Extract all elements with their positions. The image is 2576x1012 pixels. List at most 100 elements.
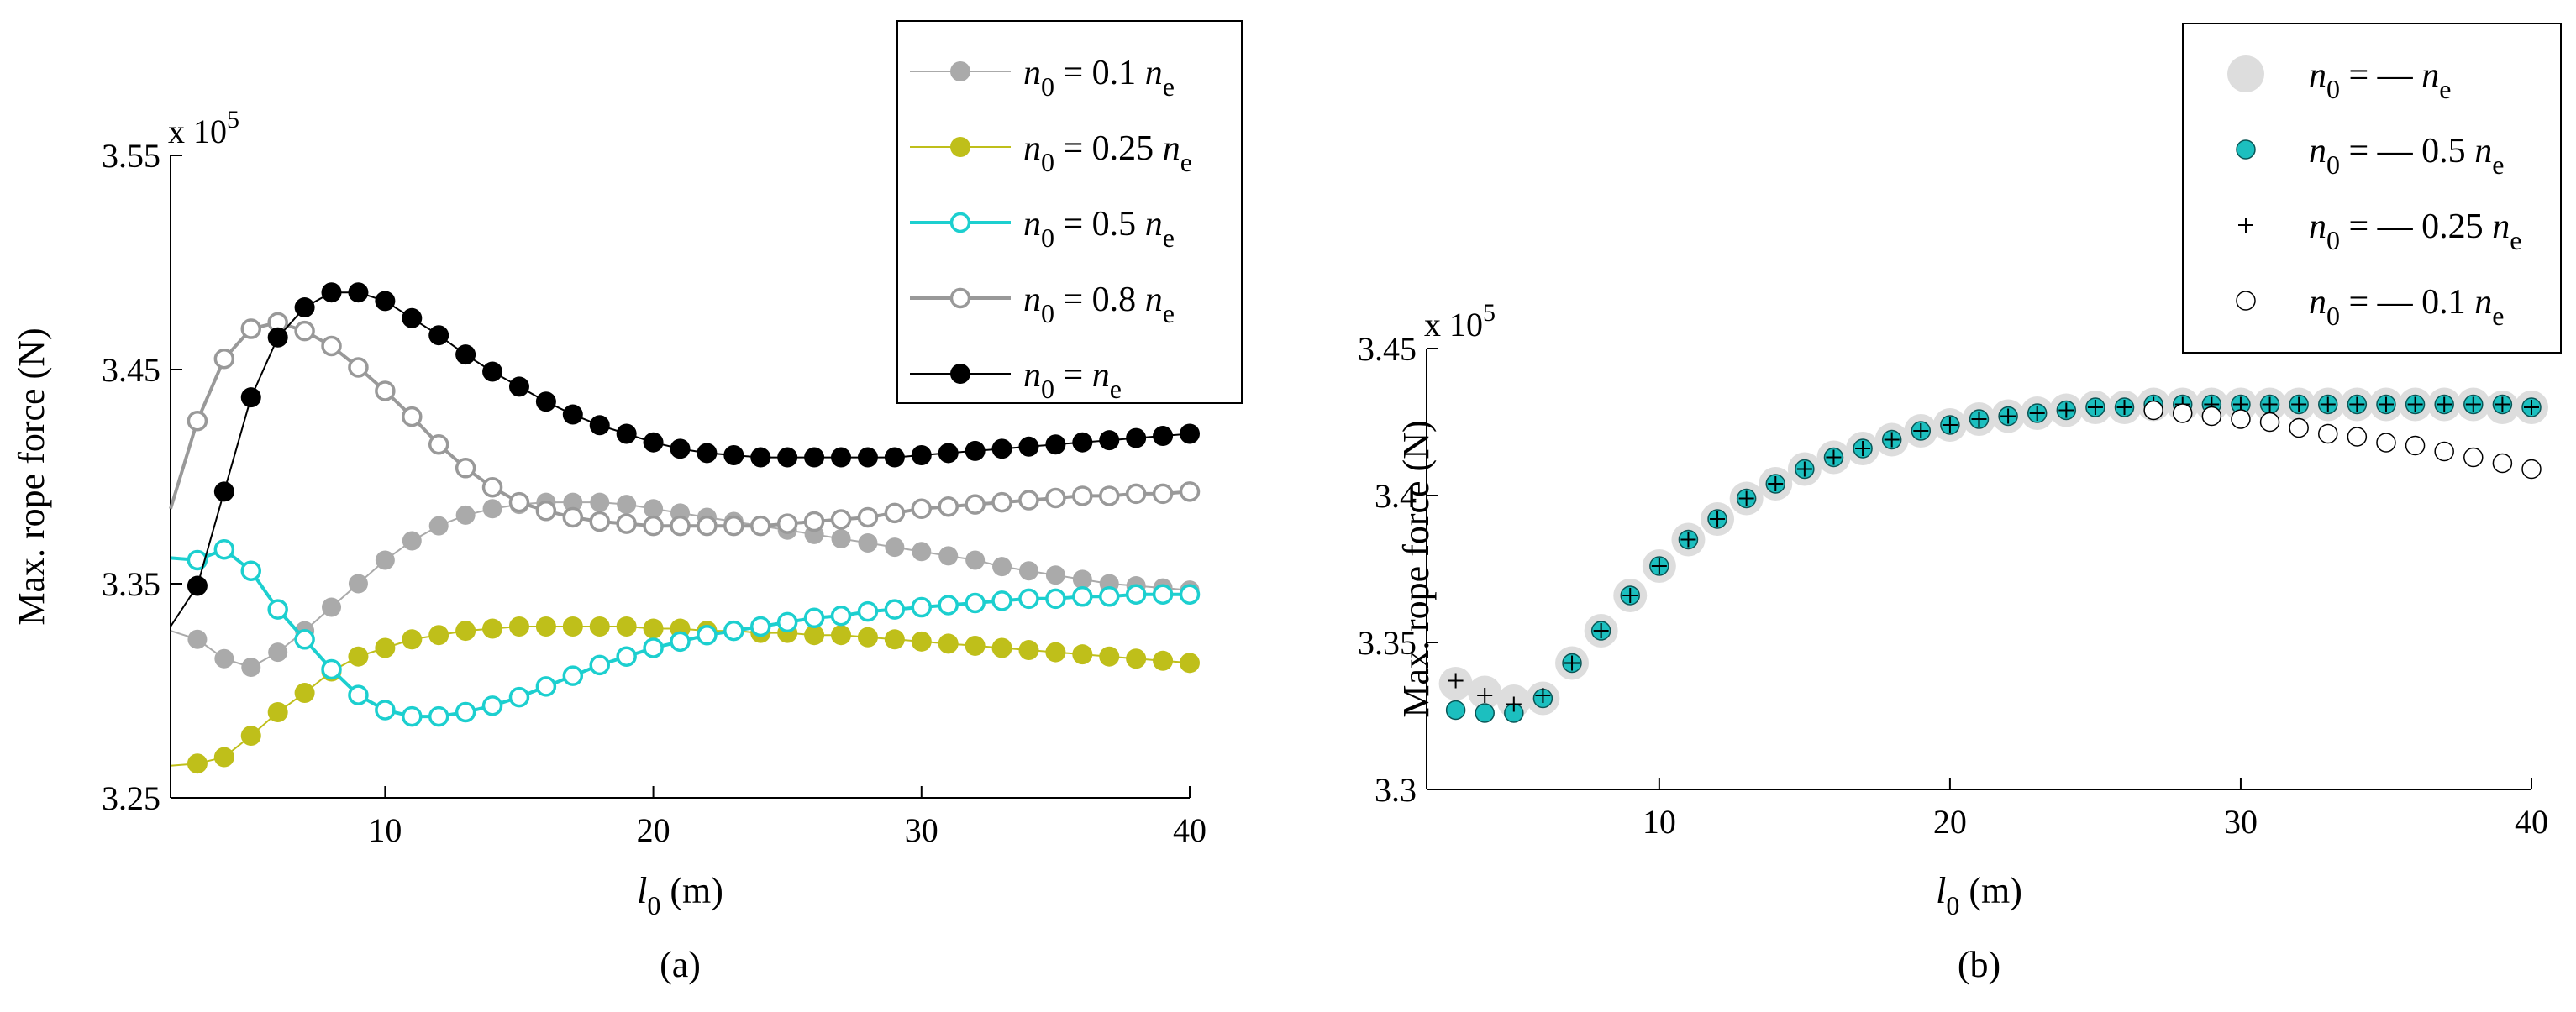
data-point — [1768, 476, 1784, 491]
data-point — [508, 376, 529, 397]
data-point — [1153, 426, 1174, 447]
panel-a-chart: 3.25 3.35 3.45 3.55 10 20 30 40 x 105 Max. rope f… — [11, 20, 1243, 985]
data-point — [1680, 532, 1696, 548]
y-tick-label: 3.35 — [102, 565, 160, 603]
data-point — [911, 631, 932, 652]
data-point — [1506, 696, 1522, 712]
data-point — [697, 515, 718, 537]
data-point — [1475, 703, 1495, 723]
data-point — [348, 357, 369, 378]
data-point — [965, 440, 986, 461]
legend-label: n0 = 0.8 ne — [1023, 281, 1175, 328]
data-point — [321, 282, 342, 303]
y-exponent-label: x 105 — [168, 106, 239, 150]
data-point — [938, 496, 959, 517]
data-point — [2238, 218, 2253, 233]
data-point — [375, 291, 396, 312]
data-point — [2236, 139, 2256, 160]
legend-label: n0 = ne — [1023, 356, 1122, 404]
data-point — [938, 546, 959, 566]
data-point — [830, 606, 852, 627]
data-point — [2116, 400, 2132, 415]
data-point — [590, 492, 610, 512]
x-tick-label: 30 — [905, 811, 938, 849]
data-point — [2087, 400, 2103, 415]
panel-caption: (a) — [660, 944, 701, 985]
legend-item: n0 = 0.5 ne — [910, 205, 1175, 253]
data-point — [267, 599, 288, 620]
data-point — [321, 335, 342, 357]
data-point — [1179, 584, 1201, 605]
legend-label: n0 = — 0.1 ne — [2309, 283, 2504, 331]
data-point — [1072, 644, 1093, 665]
data-point — [857, 627, 878, 648]
data-point — [697, 624, 718, 646]
data-point — [965, 592, 986, 614]
data-point — [617, 495, 637, 515]
y-tick-label: 3.45 — [102, 351, 160, 389]
data-point — [1072, 586, 1093, 607]
data-point — [348, 282, 369, 303]
data-point — [375, 550, 395, 570]
data-point — [2231, 409, 2251, 429]
data-point — [1018, 436, 1039, 457]
x-tick-label: 10 — [368, 811, 402, 849]
data-point — [1855, 441, 1871, 456]
data-point — [2289, 417, 2309, 438]
series-3 — [1448, 396, 2539, 712]
y-exponent-label: x 105 — [1424, 299, 1496, 343]
data-point — [455, 505, 476, 525]
data-point — [750, 616, 771, 637]
data-point — [723, 620, 744, 642]
data-point — [294, 629, 315, 650]
data-point — [643, 432, 664, 453]
data-point — [481, 695, 503, 716]
data-point — [2521, 459, 2542, 480]
data-point — [1738, 490, 1754, 506]
x-axis-label: l0 (m) — [637, 870, 723, 920]
data-point — [803, 607, 825, 629]
x-tick-label: 10 — [1643, 803, 1676, 841]
data-point — [321, 658, 342, 680]
data-point — [2495, 396, 2510, 412]
data-point — [1445, 700, 1466, 721]
data-point — [1913, 423, 1929, 438]
data-point — [562, 665, 584, 686]
data-point — [1651, 558, 1667, 574]
data-point — [992, 557, 1012, 577]
legend-box — [896, 20, 1243, 404]
data-point — [616, 646, 637, 667]
data-point — [643, 637, 664, 658]
data-point — [535, 501, 557, 522]
data-point — [723, 515, 744, 537]
data-point — [884, 599, 906, 620]
legend: n0 = 0.1 ne n0 = 0.25 ne n0 = 0.5 ne n0 = 0… — [896, 20, 1243, 404]
data-point — [2463, 447, 2484, 468]
data-point — [428, 434, 449, 455]
data-point — [1018, 588, 1039, 610]
panel-caption: (b) — [1958, 944, 2000, 985]
x-tick-label: 40 — [1173, 811, 1207, 849]
data-point — [949, 287, 971, 309]
data-point — [885, 537, 905, 558]
data-point — [428, 325, 449, 346]
data-point — [535, 676, 557, 697]
data-point — [482, 361, 503, 382]
data-point — [1125, 483, 1147, 505]
data-point — [965, 550, 986, 570]
data-point — [187, 575, 208, 596]
data-point — [402, 307, 423, 328]
data-point — [2437, 396, 2452, 412]
data-point — [2492, 453, 2513, 474]
data-point — [2227, 55, 2264, 92]
data-point — [2318, 423, 2338, 444]
legend-item: n0 = 0.25 ne — [910, 129, 1192, 177]
data-point — [562, 404, 583, 425]
data-point — [2405, 435, 2426, 456]
data-point — [348, 684, 369, 705]
data-point — [240, 726, 261, 747]
data-point — [1045, 588, 1066, 610]
data-point — [831, 447, 852, 468]
data-point — [643, 515, 664, 537]
